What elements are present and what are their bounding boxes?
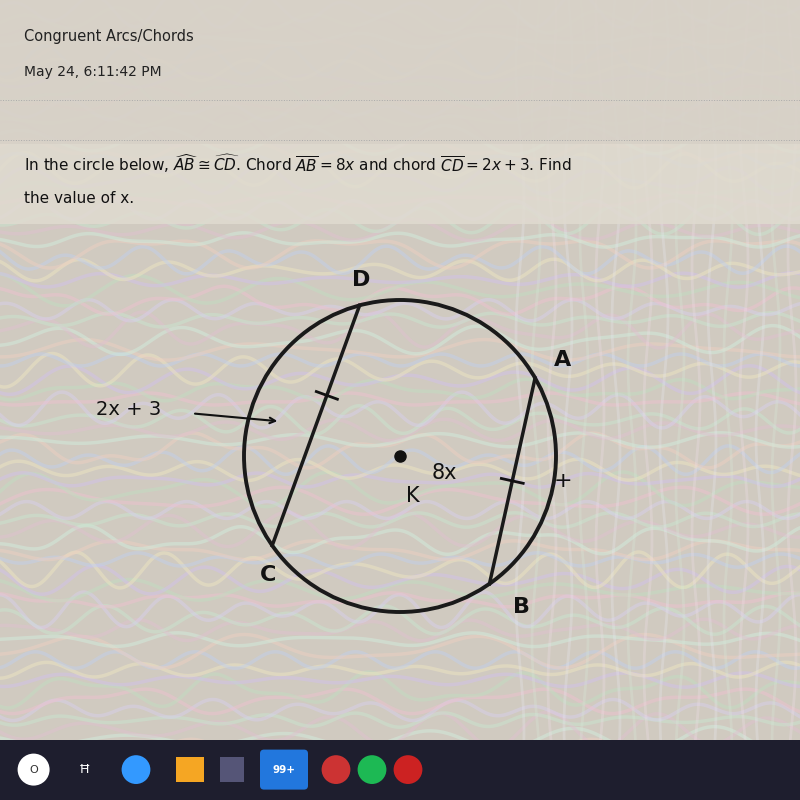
Text: K: K — [406, 486, 420, 506]
Circle shape — [394, 755, 422, 784]
Bar — [220, 757, 244, 782]
Circle shape — [18, 754, 50, 786]
Text: O: O — [30, 765, 38, 774]
Text: 8x: 8x — [432, 463, 458, 483]
Text: 2x + 3: 2x + 3 — [96, 400, 162, 419]
Bar — [0, 0, 800, 144]
Text: Ħ: Ħ — [78, 763, 90, 776]
Text: In the circle below, $\widehat{AB} \cong \widehat{CD}$. Chord $\overline{AB} = 8: In the circle below, $\widehat{AB} \cong… — [24, 153, 571, 175]
FancyBboxPatch shape — [260, 750, 308, 790]
Text: C: C — [260, 566, 277, 586]
Text: B: B — [514, 597, 530, 617]
Text: May 24, 6:11:42 PM: May 24, 6:11:42 PM — [24, 65, 162, 79]
Text: Congruent Arcs/Chords: Congruent Arcs/Chords — [24, 29, 194, 43]
Circle shape — [122, 755, 150, 784]
Text: 99+: 99+ — [273, 765, 295, 774]
Circle shape — [322, 755, 350, 784]
Text: D: D — [353, 270, 370, 290]
Bar — [0, 740, 800, 800]
Circle shape — [358, 755, 386, 784]
Text: +: + — [554, 471, 573, 491]
Text: the value of x.: the value of x. — [24, 191, 134, 206]
Bar — [0, 144, 800, 224]
Text: A: A — [554, 350, 571, 370]
Bar — [176, 757, 204, 782]
